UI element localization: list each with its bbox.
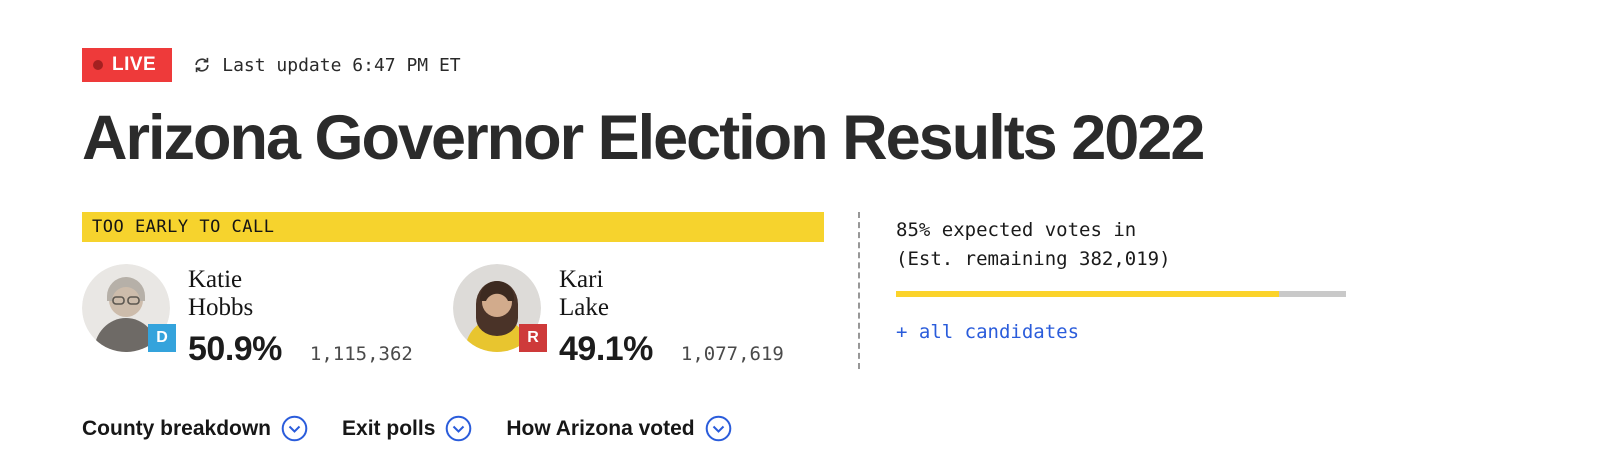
candidate-result: 49.1% 1,077,619: [559, 330, 784, 369]
candidate-photo-lake: R: [453, 264, 547, 353]
expected-votes-text: 85% expected votes in: [896, 219, 1137, 242]
live-badge: LIVE: [82, 48, 173, 82]
candidate-info: Kari Lake 49.1% 1,077,619: [559, 264, 784, 369]
party-badge-democrat: D: [148, 324, 176, 353]
candidate-name: Katie Hobbs: [188, 266, 413, 322]
party-badge-republican: R: [519, 324, 547, 353]
vote-percent: 50.9%: [188, 330, 282, 369]
live-label: LIVE: [112, 54, 157, 75]
vote-count: 1,115,362: [309, 343, 413, 366]
refresh-icon: [192, 55, 212, 75]
nav-item-how-arizona-voted[interactable]: How Arizona voted: [506, 415, 731, 442]
vote-count: 1,077,619: [680, 343, 784, 366]
nav-item-county-breakdown[interactable]: County breakdown: [82, 415, 308, 442]
page-title: Arizona Governor Election Results 2022: [82, 103, 1205, 173]
all-candidates-link[interactable]: + all candidates: [896, 320, 1080, 343]
nav-item-label: How Arizona voted: [506, 416, 695, 440]
chevron-down-icon: [445, 415, 472, 442]
nav-item-label: County breakdown: [82, 416, 272, 440]
nav-item-exit-polls[interactable]: Exit polls: [342, 415, 472, 442]
votes-progress: [896, 290, 1346, 297]
dashed-divider: [858, 212, 860, 370]
reporting-panel: 85% expected votes in (Est. remaining 38…: [860, 212, 1346, 369]
candidate-first-name: Katie: [188, 266, 243, 294]
results-section: TOO EARLY TO CALL: [82, 212, 1520, 370]
estimated-remaining-text: (Est. remaining 382,019): [896, 248, 1171, 271]
candidate-last-name: Hobbs: [188, 294, 254, 322]
vote-percent: 49.1%: [559, 330, 653, 369]
candidate-card-hobbs: D Katie Hobbs 50.9% 1,115,362: [82, 264, 453, 369]
race-status-banner: TOO EARLY TO CALL: [82, 212, 824, 243]
candidate-first-name: Kari: [559, 266, 604, 294]
election-results-page: LIVE Last update 6:47 PM ET Arizona Gove…: [82, 48, 1520, 442]
candidate-name: Kari Lake: [559, 266, 784, 322]
chevron-down-icon: [705, 415, 732, 442]
bottom-nav: County breakdown Exit polls How Arizona …: [82, 415, 1520, 442]
candidates-row: D Katie Hobbs 50.9% 1,115,362: [82, 264, 824, 369]
candidate-card-lake: R Kari Lake 49.1% 1,077,619: [453, 264, 824, 369]
avatar: [82, 264, 170, 353]
last-update-text: Last update 6:47 PM ET: [222, 54, 461, 76]
candidate-info: Katie Hobbs 50.9% 1,115,362: [188, 264, 413, 369]
chevron-down-icon: [281, 415, 308, 442]
candidates-panel: TOO EARLY TO CALL: [82, 212, 824, 369]
candidate-photo-hobbs: D: [82, 264, 176, 353]
nav-item-label: Exit polls: [342, 416, 436, 440]
candidate-last-name: Lake: [559, 294, 609, 322]
live-dot-icon: [93, 60, 103, 70]
live-update-row: LIVE Last update 6:47 PM ET: [82, 48, 1520, 82]
candidate-result: 50.9% 1,115,362: [188, 330, 413, 369]
votes-progress-fill: [896, 290, 1279, 297]
last-update: Last update 6:47 PM ET: [192, 54, 461, 76]
